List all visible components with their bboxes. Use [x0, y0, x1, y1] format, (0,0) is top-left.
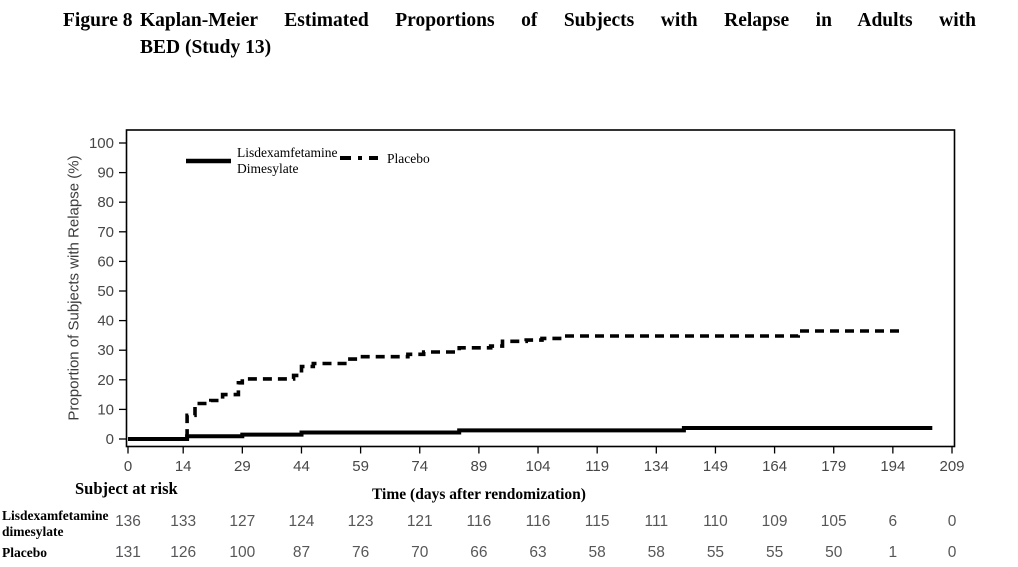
x-tick-label: 14: [175, 458, 192, 475]
y-tick-label: 30: [97, 342, 114, 359]
figure-title: Kaplan-Meier Estimated Proportions of Su…: [140, 7, 976, 61]
risk-count: 76: [351, 544, 370, 561]
y-tick-label: 80: [97, 194, 114, 211]
risk-count: 127: [229, 513, 256, 530]
risk-count: 111: [644, 513, 669, 530]
y-tick-label: 50: [97, 283, 114, 300]
risk-row-label-line: Placebo: [2, 545, 47, 560]
x-tick-label: 119: [585, 458, 609, 475]
risk-count: 116: [525, 513, 551, 530]
risk-count: 100: [229, 544, 256, 561]
x-tick-label: 59: [352, 458, 369, 475]
y-tick-label: 10: [97, 401, 114, 418]
risk-count: 131: [115, 544, 141, 561]
risk-count: 124: [288, 513, 315, 530]
x-tick-label: 44: [293, 458, 310, 475]
y-tick-label: 60: [97, 253, 114, 270]
risk-table-header: Subject at risk: [75, 479, 178, 498]
legend-label-placebo: Placebo: [387, 151, 430, 166]
risk-count: 70: [411, 544, 429, 561]
legend-label-lisdexamfetamine: Lisdexamfetamine: [237, 145, 337, 160]
risk-count: 105: [820, 513, 847, 530]
risk-count: 55: [706, 544, 725, 561]
x-tick-label: 29: [234, 458, 251, 475]
risk-count: 58: [588, 544, 606, 561]
x-tick-label: 104: [526, 458, 551, 475]
y-tick-label: 100: [89, 135, 114, 152]
risk-count: 116: [466, 513, 492, 530]
km-curve-placebo: [128, 329, 905, 441]
figure-number: Figure 8: [63, 10, 133, 31]
risk-count: 121: [406, 513, 433, 530]
risk-count: 1: [888, 544, 898, 561]
y-tick-label: 90: [97, 165, 114, 182]
risk-count: 50: [825, 544, 843, 561]
x-axis-title: Time (days after rendomization): [372, 486, 586, 503]
risk-row-label-line: dimesylate: [2, 523, 64, 539]
legend-label-lisdexamfetamine: Dimesylate: [237, 161, 298, 176]
risk-count: 6: [888, 513, 898, 530]
y-tick-label: 20: [97, 372, 114, 389]
x-tick-label: 194: [880, 458, 905, 475]
x-tick-label: 89: [471, 458, 488, 475]
x-tick-label: 149: [703, 458, 728, 475]
risk-count: 66: [470, 544, 488, 561]
risk-count: 0: [947, 513, 957, 530]
y-tick-label: 40: [97, 313, 114, 330]
risk-row-label-line: Lisdexamfetamine: [2, 508, 109, 523]
risk-count: 0: [947, 544, 957, 561]
risk-count: 133: [170, 513, 197, 530]
y-tick-label: 0: [106, 431, 114, 448]
x-tick-label: 164: [762, 458, 787, 475]
x-tick-label: 179: [821, 458, 846, 475]
plot-frame: [125, 129, 956, 448]
risk-row-label: Placebo: [2, 545, 127, 561]
risk-count: 109: [761, 513, 788, 530]
x-tick-label: 0: [124, 458, 132, 475]
x-tick-label: 209: [939, 458, 964, 475]
risk-count: 87: [292, 544, 311, 561]
figure-title-line2: BED (Study 13): [140, 37, 272, 58]
risk-count: 136: [115, 513, 141, 530]
risk-count: 126: [170, 544, 197, 561]
y-tick-label: 70: [97, 224, 114, 241]
risk-row-label: Lisdexamfetamine dimesylate: [2, 508, 127, 539]
km-curve-lisdexamfetamine: [128, 426, 933, 441]
risk-count: 123: [347, 513, 374, 530]
figure-title-line1: Kaplan-Meier Estimated Proportions of Su…: [140, 10, 976, 31]
x-tick-label: 134: [644, 458, 669, 475]
risk-count: 115: [584, 513, 610, 530]
x-tick-label: 74: [411, 458, 428, 475]
risk-count: 58: [647, 544, 665, 561]
risk-count: 63: [529, 544, 547, 561]
risk-count: 110: [703, 513, 728, 530]
risk-count: 55: [765, 544, 784, 561]
